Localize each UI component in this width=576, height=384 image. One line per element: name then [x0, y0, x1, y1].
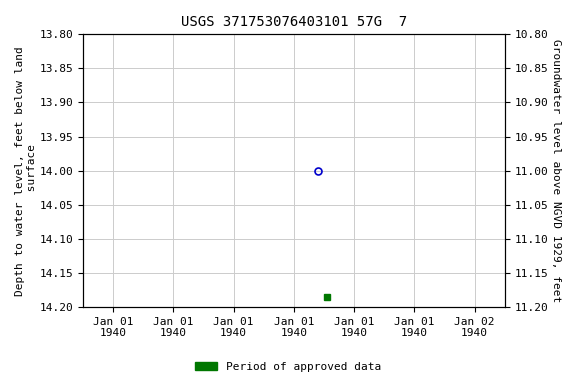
- Legend: Period of approved data: Period of approved data: [191, 358, 385, 377]
- Y-axis label: Groundwater level above NGVD 1929, feet: Groundwater level above NGVD 1929, feet: [551, 39, 561, 302]
- Title: USGS 371753076403101 57G  7: USGS 371753076403101 57G 7: [181, 15, 407, 29]
- Y-axis label: Depth to water level, feet below land
 surface: Depth to water level, feet below land su…: [15, 46, 37, 296]
